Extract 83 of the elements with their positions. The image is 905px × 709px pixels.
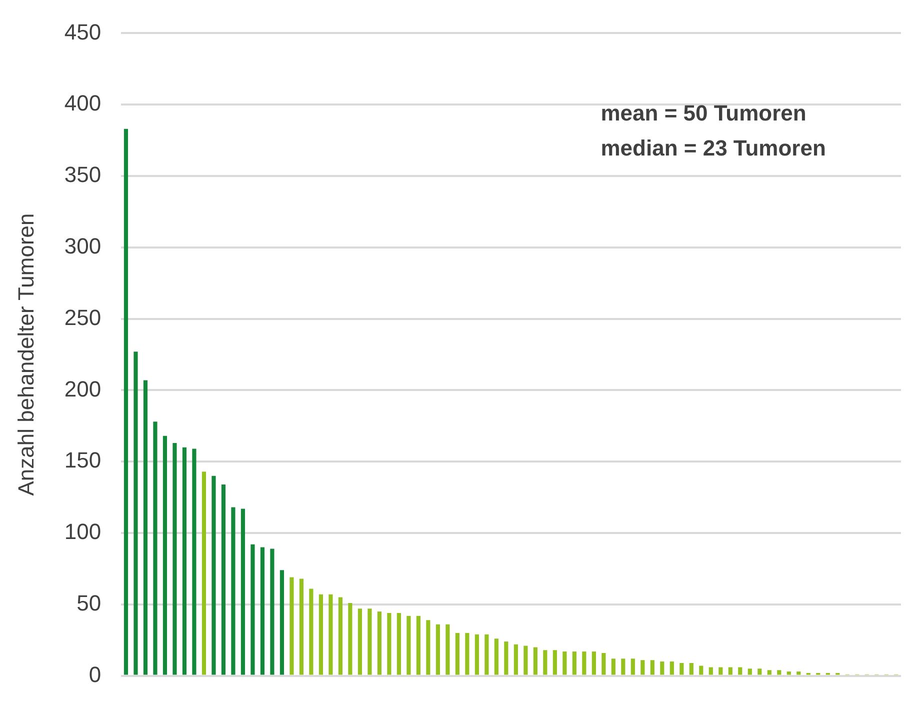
bar (270, 548, 274, 675)
bar (124, 128, 128, 675)
bar (562, 652, 567, 675)
bar (446, 624, 450, 675)
bar (240, 508, 246, 675)
bar (777, 670, 782, 675)
bar (699, 666, 704, 675)
bar (728, 667, 732, 675)
bar (680, 662, 684, 675)
bar (153, 422, 158, 675)
bar (474, 634, 479, 675)
bar (318, 594, 323, 675)
y-tick-label: 0 (88, 662, 102, 687)
bar (786, 672, 791, 675)
bar (328, 594, 333, 675)
bar (748, 668, 752, 675)
y-tick-label: 100 (64, 519, 102, 544)
bar (260, 547, 265, 675)
y-tick-label: 200 (64, 376, 102, 402)
y-tick-label: 350 (64, 162, 102, 188)
y-tick-label: 150 (64, 448, 102, 473)
bar (280, 570, 284, 675)
bar (758, 668, 762, 675)
bar (387, 612, 392, 675)
bar (202, 472, 206, 675)
y-tick-label: 300 (64, 233, 102, 258)
bar (796, 672, 801, 675)
bar (524, 646, 528, 675)
bar (630, 658, 635, 675)
annotation: mean = 50 Tumoren (600, 100, 806, 126)
bar (592, 652, 596, 675)
bar (212, 476, 216, 675)
bar (621, 658, 626, 675)
bar (484, 634, 489, 675)
bar (572, 652, 576, 675)
bar (396, 612, 401, 675)
bar (650, 660, 654, 675)
bar (143, 380, 148, 675)
bar (192, 448, 196, 675)
bar (426, 620, 430, 675)
bar (134, 352, 138, 675)
bar (290, 577, 294, 675)
bar (455, 632, 460, 675)
bar (689, 662, 694, 675)
bar (602, 652, 606, 675)
bar (514, 644, 518, 675)
bar (670, 662, 674, 675)
bar (552, 650, 557, 675)
bar (182, 447, 187, 675)
y-tick-label: 250 (64, 304, 102, 330)
y-tick-label: 450 (64, 19, 102, 44)
bar (718, 667, 723, 675)
bar (640, 660, 645, 675)
y-tick-label: 400 (64, 90, 102, 116)
y-axis-title: Anzahl behandelter Tumoren (13, 213, 38, 496)
bar (436, 624, 440, 675)
bar (582, 652, 586, 675)
bar (162, 436, 168, 675)
bar (660, 662, 664, 675)
bar (611, 658, 616, 675)
annotation: median = 23 Tumoren (600, 135, 826, 160)
bar (358, 608, 362, 675)
bar (708, 667, 713, 675)
bar (494, 638, 498, 675)
bar (767, 670, 772, 675)
bar (416, 616, 420, 675)
bar (406, 616, 411, 675)
bar (250, 544, 255, 675)
bar (465, 632, 470, 675)
bar (172, 443, 177, 675)
bar (533, 647, 538, 675)
bar (377, 612, 382, 675)
bar (368, 608, 372, 675)
bar (231, 507, 236, 675)
y-tick-label: 50 (76, 590, 102, 616)
bar (221, 484, 226, 675)
bar (348, 602, 352, 675)
bar (309, 588, 314, 675)
bar (738, 667, 742, 675)
bar (299, 578, 304, 675)
bar (543, 650, 548, 675)
bar (338, 597, 342, 675)
bar (504, 642, 508, 675)
